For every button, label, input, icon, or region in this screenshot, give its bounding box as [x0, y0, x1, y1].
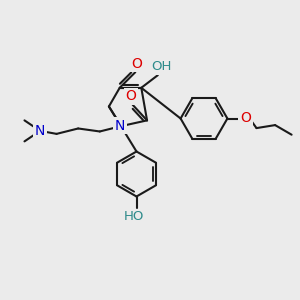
Text: OH: OH: [151, 60, 172, 73]
Text: HO: HO: [123, 210, 144, 224]
Text: O: O: [240, 112, 251, 125]
Text: N: N: [115, 119, 125, 133]
Text: N: N: [35, 124, 45, 138]
Text: O: O: [131, 57, 142, 71]
Text: O: O: [126, 89, 136, 103]
